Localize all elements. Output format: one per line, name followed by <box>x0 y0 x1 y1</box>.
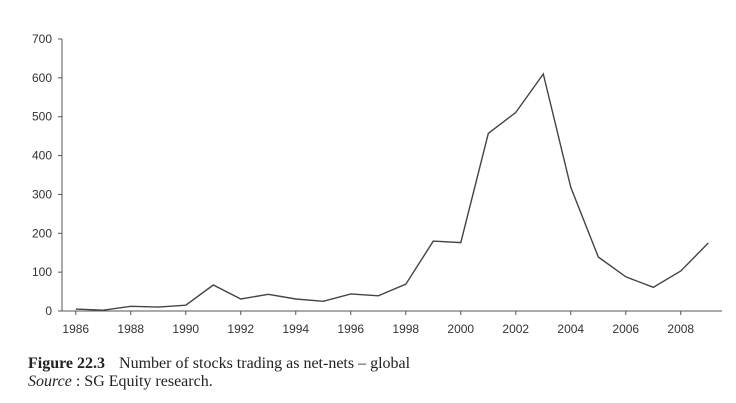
x-tick-label: 1992 <box>227 322 254 336</box>
x-tick-label: 1990 <box>172 322 199 336</box>
y-tick-label: 200 <box>32 226 52 240</box>
y-tick-label: 700 <box>32 32 52 46</box>
series-layer <box>75 72 709 311</box>
source-caption: Source : SG Equity research. <box>28 373 213 390</box>
source-label: Source <box>28 373 72 390</box>
axes <box>61 39 722 312</box>
y-tick-label: 600 <box>32 71 52 85</box>
source-text: : SG Equity research. <box>76 373 213 390</box>
x-tick-label: 1998 <box>392 322 419 336</box>
x-tick-label: 2002 <box>502 322 529 336</box>
x-tick-label: 2008 <box>667 322 694 336</box>
x-tick-label: 1996 <box>337 322 364 336</box>
x-tick-label: 2006 <box>612 322 639 336</box>
series-line <box>75 72 709 311</box>
x-tick-label: 2004 <box>557 322 584 336</box>
x-tick-label: 1988 <box>117 322 144 336</box>
y-ticks: 0 100 200 300 400 500 600 700 <box>32 32 62 318</box>
y-tick-label: 500 <box>32 110 52 124</box>
x-tick-label: 1986 <box>62 322 89 336</box>
y-tick-label: 100 <box>32 265 52 279</box>
x-tick-label: 2000 <box>447 322 474 336</box>
y-tick-label: 400 <box>32 149 52 163</box>
x-ticks: 1986 1988 1990 1992 1994 1996 1998 2000 2002 2004… <box>62 311 694 336</box>
figure-caption: Figure 22.3 Number of stocks trading as … <box>28 355 411 372</box>
y-tick-label: 0 <box>45 304 52 318</box>
y-tick-label: 300 <box>32 187 52 201</box>
x-tick-label: 1994 <box>282 322 309 336</box>
figure-caption-text: Number of stocks trading as net-nets – g… <box>119 355 411 372</box>
figure-label: Figure 22.3 <box>28 355 105 372</box>
